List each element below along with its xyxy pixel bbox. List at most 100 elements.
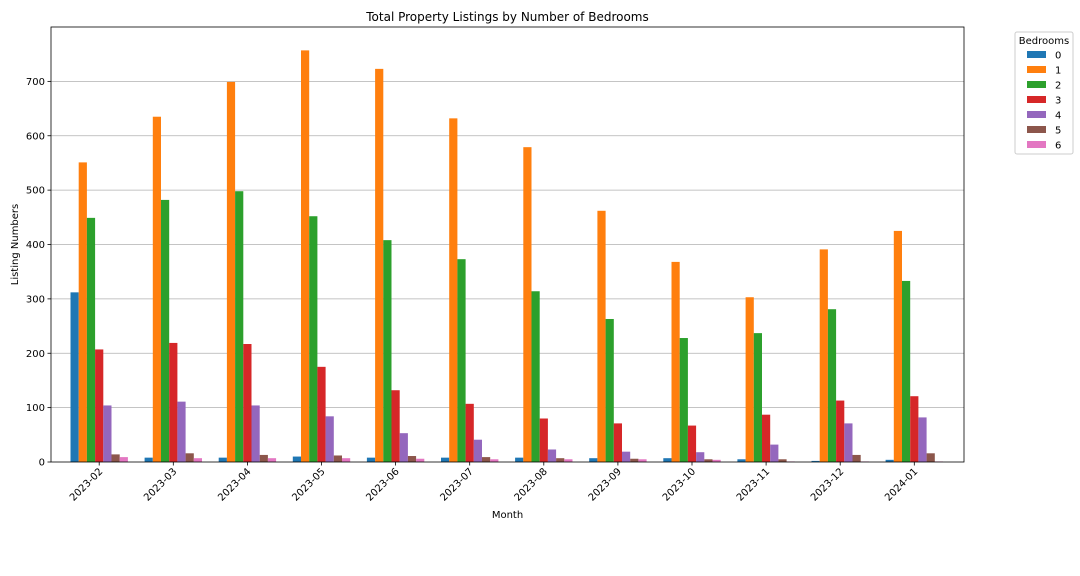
bar-2023-03-bedrooms-3	[169, 342, 178, 462]
y-tick-label: 600	[26, 131, 45, 142]
x-tick-label: 2023-02	[68, 466, 105, 503]
bar-2023-10-bedrooms-6	[712, 459, 721, 462]
bar-2023-04-bedrooms-1	[226, 81, 236, 463]
legend-label-4: 4	[1055, 111, 1061, 122]
chart-title: Total Property Listings by Number of Bed…	[365, 10, 649, 24]
bar-2023-05-bedrooms-1	[301, 50, 310, 462]
bar-2023-09-bedrooms-1	[597, 210, 606, 462]
y-tick-label: 100	[26, 403, 45, 414]
legend-swatch-0	[1027, 51, 1046, 58]
bar-2023-08-bedrooms-2	[531, 291, 540, 462]
bar-2023-10-bedrooms-1	[671, 261, 680, 462]
bar-2023-11-bedrooms-1	[745, 297, 754, 462]
legend-title: Bedrooms	[1019, 36, 1069, 47]
bar-2023-12-bedrooms-5	[852, 454, 861, 462]
bar-2023-09-bedrooms-2	[605, 318, 614, 462]
bar-2023-04-bedrooms-5	[259, 454, 268, 462]
bar-2023-02-bedrooms-5	[111, 454, 120, 462]
bar-2023-09-bedrooms-3	[613, 423, 622, 462]
bar-2023-07-bedrooms-1	[449, 118, 458, 462]
y-tick-label: 400	[26, 240, 45, 251]
legend-label-2: 2	[1055, 81, 1061, 92]
x-axis: 2023-02 2023-03 2023-04 2023-05 2023-06 2023-…	[68, 462, 920, 504]
bar-2023-04-bedrooms-3	[243, 344, 252, 462]
legend-swatch-1	[1027, 66, 1046, 73]
bar-2023-10-bedrooms-2	[679, 338, 688, 462]
bar-2023-08-bedrooms-4	[547, 449, 557, 462]
legend-label-3: 3	[1055, 96, 1061, 107]
bar-2023-05-bedrooms-3	[317, 366, 326, 462]
bar-2023-05-bedrooms-0	[292, 456, 301, 462]
legend-swatch-3	[1027, 96, 1046, 103]
bar-2023-02-bedrooms-2	[86, 217, 96, 462]
bar-2023-04-bedrooms-6	[267, 458, 277, 462]
x-tick-label: 2023-08	[513, 466, 550, 503]
y-tick-label: 200	[26, 349, 45, 360]
bar-2023-12-bedrooms-2	[827, 309, 837, 462]
bar-2023-12-bedrooms-1	[819, 249, 828, 462]
bar-2023-11-bedrooms-5	[778, 459, 787, 462]
legend-label-0: 0	[1055, 51, 1061, 62]
x-tick-label: 2023-04	[216, 466, 253, 503]
bar-2023-05-bedrooms-2	[309, 216, 318, 462]
bar-2023-04-bedrooms-4	[251, 405, 260, 462]
legend-label-1: 1	[1055, 66, 1061, 77]
bar-2023-02-bedrooms-4	[103, 405, 112, 462]
legend-box	[1014, 31, 1074, 155]
bar-2023-10-bedrooms-4	[696, 452, 705, 462]
bar-2023-06-bedrooms-4	[399, 433, 408, 462]
bar-2023-06-bedrooms-3	[391, 390, 400, 462]
y-axis-label: Listing Numbers	[10, 204, 21, 286]
bar-2023-04-bedrooms-0	[218, 457, 227, 462]
bar-2023-09-bedrooms-4	[622, 451, 631, 462]
bar-2023-07-bedrooms-4	[473, 439, 482, 462]
x-tick-label: 2023-05	[290, 466, 327, 503]
y-tick-label: 500	[26, 186, 45, 197]
bar-2023-02-bedrooms-6	[119, 457, 128, 462]
bar-2023-12-bedrooms-3	[836, 400, 845, 462]
bar-2023-11-bedrooms-4	[770, 444, 779, 462]
y-axis: 0 100 200 300 400 500 600 700	[26, 77, 51, 469]
y-tick-label: 0	[39, 458, 45, 469]
bar-2023-08-bedrooms-0	[515, 457, 524, 462]
bar-2023-12-bedrooms-0	[811, 460, 820, 462]
bar-2023-06-bedrooms-2	[383, 240, 392, 462]
legend-label-5: 5	[1055, 126, 1061, 137]
gridlines	[51, 80, 964, 409]
bar-2023-03-bedrooms-0	[144, 457, 153, 462]
bar-2023-03-bedrooms-6	[193, 458, 202, 462]
x-tick-label: 2024-01	[883, 466, 920, 503]
legend-swatch-2	[1027, 81, 1046, 88]
y-tick-label: 700	[26, 77, 45, 88]
x-tick-label: 2023-03	[142, 466, 179, 503]
x-tick-label: 2023-12	[809, 466, 846, 503]
bar-2023-08-bedrooms-5	[556, 458, 565, 462]
bar-2023-07-bedrooms-3	[465, 403, 474, 462]
x-tick-label: 2023-09	[587, 466, 624, 503]
bar-2023-02-bedrooms-3	[95, 349, 104, 462]
bar-2023-11-bedrooms-0	[737, 459, 746, 462]
bar-2024-01-bedrooms-4	[918, 417, 927, 462]
bar-2024-01-bedrooms-3	[910, 396, 919, 462]
bar-2023-09-bedrooms-5	[630, 458, 639, 462]
bar-2023-03-bedrooms-1	[152, 116, 161, 462]
bar-2023-07-bedrooms-6	[490, 459, 499, 462]
bar-2023-05-bedrooms-4	[325, 416, 334, 462]
bar-2023-02-bedrooms-1	[78, 162, 87, 462]
bar-2023-09-bedrooms-6	[638, 459, 647, 462]
bar-2023-05-bedrooms-6	[342, 458, 351, 462]
bar-2023-04-bedrooms-2	[235, 191, 244, 462]
x-tick-label: 2023-06	[364, 466, 401, 503]
x-tick-label: 2023-10	[661, 466, 698, 503]
bar-2023-08-bedrooms-3	[539, 418, 548, 462]
bar-2023-06-bedrooms-6	[416, 458, 425, 462]
x-axis-label: Month	[492, 510, 523, 521]
bar-2023-09-bedrooms-0	[589, 458, 598, 462]
bar-2023-11-bedrooms-3	[762, 414, 771, 462]
bars	[70, 50, 943, 463]
bar-2023-10-bedrooms-3	[687, 425, 697, 462]
bar-2024-01-bedrooms-5	[926, 453, 935, 462]
bar-2023-10-bedrooms-5	[704, 459, 713, 462]
bar-2023-06-bedrooms-5	[407, 456, 417, 462]
